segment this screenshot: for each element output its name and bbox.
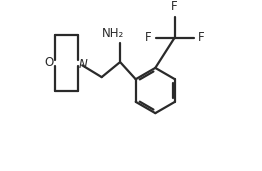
Text: F: F: [145, 31, 152, 44]
Text: O: O: [45, 56, 54, 69]
Text: F: F: [171, 0, 178, 13]
Text: N: N: [79, 58, 88, 71]
Text: F: F: [198, 31, 205, 44]
Text: NH₂: NH₂: [102, 27, 124, 40]
